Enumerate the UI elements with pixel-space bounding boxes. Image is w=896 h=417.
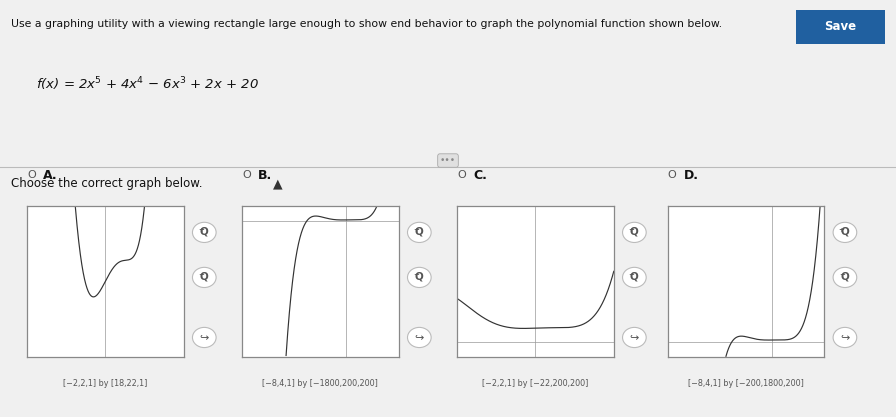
Text: Q: Q — [840, 271, 849, 281]
Text: [−8,4,1] by [−200,1800,200]: [−8,4,1] by [−200,1800,200] — [688, 379, 804, 389]
Text: Choose the correct graph below.: Choose the correct graph below. — [11, 177, 202, 190]
Text: A.: A. — [43, 168, 57, 182]
Text: +: + — [839, 227, 845, 233]
Circle shape — [623, 267, 646, 288]
Text: O: O — [27, 170, 36, 180]
Text: −: − — [839, 272, 845, 278]
Text: Q: Q — [630, 226, 639, 236]
Text: B.: B. — [258, 168, 272, 182]
Text: ↪: ↪ — [840, 332, 849, 342]
Text: O: O — [457, 170, 466, 180]
Text: Q: Q — [415, 226, 424, 236]
Text: [−8,4,1] by [−1800,200,200]: [−8,4,1] by [−1800,200,200] — [263, 379, 378, 389]
Text: −: − — [628, 272, 634, 278]
Text: ↪: ↪ — [200, 332, 209, 342]
Text: •••: ••• — [440, 156, 456, 165]
Text: D.: D. — [684, 168, 699, 182]
Circle shape — [623, 327, 646, 348]
Text: Q: Q — [200, 226, 209, 236]
Circle shape — [193, 267, 216, 288]
Text: ↪: ↪ — [630, 332, 639, 342]
Text: +: + — [628, 227, 634, 233]
Text: −: − — [198, 272, 204, 278]
Circle shape — [408, 267, 431, 288]
Circle shape — [833, 267, 857, 288]
Circle shape — [623, 222, 646, 243]
Circle shape — [833, 222, 857, 243]
Text: +: + — [413, 227, 419, 233]
Text: [−2,2,1] by [−22,200,200]: [−2,2,1] by [−22,200,200] — [482, 379, 589, 389]
Circle shape — [408, 222, 431, 243]
Text: +: + — [198, 227, 204, 233]
Circle shape — [193, 222, 216, 243]
Text: O: O — [668, 170, 676, 180]
Text: Q: Q — [415, 271, 424, 281]
Text: −: − — [413, 272, 419, 278]
Circle shape — [193, 327, 216, 348]
Text: Save: Save — [824, 20, 857, 33]
Circle shape — [833, 327, 857, 348]
Text: [−2,2,1] by [18,22,1]: [−2,2,1] by [18,22,1] — [63, 379, 148, 389]
Text: O: O — [242, 170, 251, 180]
Circle shape — [408, 327, 431, 348]
Text: f(x) = 2x$^5$ + 4x$^4$ $-$ 6x$^3$ + 2x + 20: f(x) = 2x$^5$ + 4x$^4$ $-$ 6x$^3$ + 2x +… — [36, 75, 259, 93]
Text: ↪: ↪ — [415, 332, 424, 342]
Text: ▲: ▲ — [273, 177, 283, 190]
Text: Q: Q — [840, 226, 849, 236]
Text: C.: C. — [473, 168, 487, 182]
Text: Use a graphing utility with a viewing rectangle large enough to show end behavio: Use a graphing utility with a viewing re… — [11, 19, 722, 29]
Text: Q: Q — [630, 271, 639, 281]
Text: Q: Q — [200, 271, 209, 281]
